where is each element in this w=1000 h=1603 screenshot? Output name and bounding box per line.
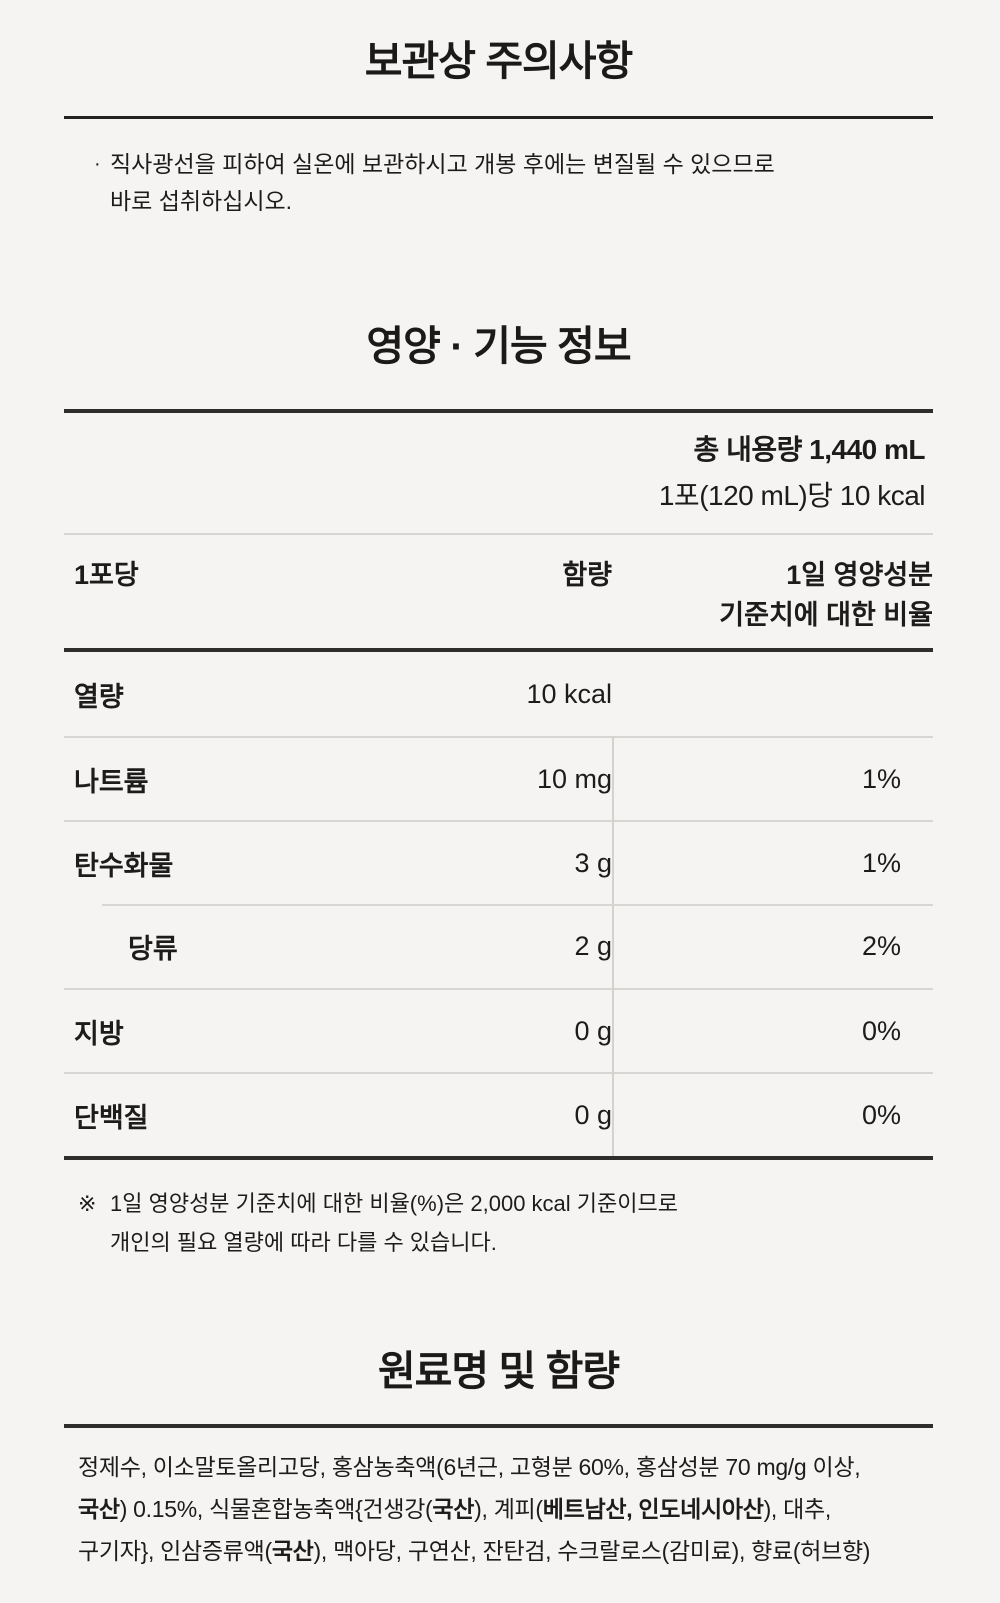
per-serving-calories: 1포(120 mL)당 10 kcal [658,480,926,511]
storage-note: · 직사광선을 피하여 실온에 보관하시고 개봉 후에는 변질될 수 있으므로 … [64,146,933,220]
header-serving: 1포당 [74,560,139,590]
storage-note-line2: 바로 섭취하십시오. [110,188,293,214]
nutrition-table: 1포당 함량 1일 영양성분 기준치에 대한 비율 열량 10 kcal 나트륨… [64,533,933,1160]
storage-note-text: 직사광선을 피하여 실온에 보관하시고 개봉 후에는 변질될 수 있으므로 바로… [110,146,775,220]
nutrient-amount: 10 kcal [526,678,612,709]
nutrient-name: 지방 [74,1018,124,1049]
storage-title-rule [64,116,933,119]
table-row-sugars: 당류 2 g 2% [64,904,933,988]
storage-note-line1: 직사광선을 피하여 실온에 보관하시고 개봉 후에는 변질될 수 있으므로 [110,151,775,177]
nutrient-percent: 2% [861,930,901,961]
ingredients-paragraph: 정제수, 이소말토올리고당, 홍삼농축액(6년근, 고형분 60%, 홍삼성분 … [64,1446,933,1572]
daily-value-footnote: ※ 1일 영양성분 기준치에 대한 비율(%)은 2,000 kcal 기준이므… [64,1184,933,1262]
ingredients-segment: 정제수, 이소말토올리고당, 홍삼농축액(6년근, 고형분 60%, 홍삼성분 … [78,1454,861,1480]
storage-section-title: 보관상 주의사항 [364,38,633,84]
ingredients-segment-origin: 국산 [432,1496,475,1522]
ingredients-section-title: 원료명 및 함량 [377,1348,620,1394]
table-row-fat: 지방 0 g 0% [64,988,933,1072]
ingredients-segment-origin: 국산 [271,1538,314,1564]
nutrition-title-rule [64,409,933,413]
header-amount: 함량 [562,560,612,590]
nutrient-name: 탄수화물 [74,850,174,881]
ingredients-segment: 구기자}, 인삼증류액( [78,1538,272,1564]
nutrient-percent: 0% [861,1015,901,1046]
table-row-carbohydrate: 탄수화물 3 g 1% [64,820,933,904]
nutrient-percent: 0% [861,1099,901,1130]
footnote-line2: 개인의 필요 열량에 따라 다를 수 있습니다. [110,1230,497,1255]
nutrient-name: 열량 [74,681,124,712]
footnote-line1: 1일 영양성분 기준치에 대한 비율(%)은 2,000 kcal 기준이므로 [110,1191,678,1216]
table-row-protein: 단백질 0 g 0% [64,1072,933,1156]
nutrient-amount: 2 g [574,930,612,961]
header-daily-value-line2: 기준치에 대한 비율 [719,600,933,630]
header-daily-value-line1: 1일 영양성분 [786,560,933,590]
column-divider-line [612,736,614,1156]
bullet-icon: · [94,153,101,175]
ingredients-segment: ), 계피( [474,1496,543,1522]
nutrient-name: 당류 [128,933,178,964]
header-daily-value: 1일 영양성분 기준치에 대한 비율 [612,555,933,635]
reference-mark-icon: ※ [78,1191,97,1216]
nutrition-section-title: 영양 · 기능 정보 [366,323,631,369]
ingredients-title-rule [64,1424,933,1428]
ingredients-segment-origin: 국산 [78,1496,120,1522]
table-rows-with-divider: 나트륨 10 mg 1% 탄수화물 3 g 1% 당류 2 g 2% 지방 0 … [64,736,933,1156]
total-volume: 총 내용량 1,440 mL [693,434,926,465]
nutrient-percent: 1% [861,763,901,794]
nutrient-name: 단백질 [74,1102,149,1133]
nutrient-amount: 0 g [574,1099,612,1130]
nutrition-table-header: 1포당 함량 1일 영양성분 기준치에 대한 비율 [64,535,933,652]
nutrient-amount: 10 mg [536,763,612,794]
ingredients-segment: ), 대추, [763,1496,832,1522]
ingredients-segment-origin: 베트남산, 인도네시아산 [542,1496,764,1522]
table-row-calories: 열량 10 kcal [64,652,933,736]
nutrient-amount: 3 g [574,847,612,878]
nutrient-percent: 1% [861,847,901,878]
nutrient-amount: 0 g [574,1015,612,1046]
nutrient-name: 나트륨 [74,766,149,797]
ingredients-segment: ), 맥아당, 구연산, 잔탄검, 수크랄로스(감미료), 향료(허브향) [313,1538,871,1564]
footnote-text: 1일 영양성분 기준치에 대한 비율(%)은 2,000 kcal 기준이므로 … [110,1184,678,1262]
table-row-sodium: 나트륨 10 mg 1% [64,736,933,820]
nutrition-totals: 총 내용량 1,440 mL 1포(120 mL)당 10 kcal [64,427,933,519]
ingredients-segment: ) 0.15%, 식물혼합농축액{건생강( [119,1496,433,1522]
